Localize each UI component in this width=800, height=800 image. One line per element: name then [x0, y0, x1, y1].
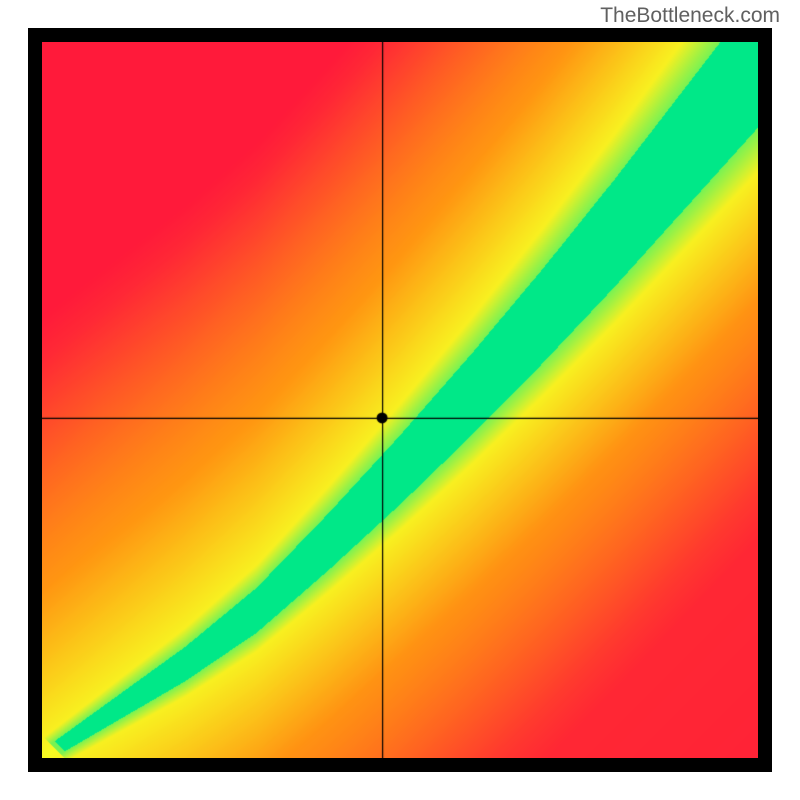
plot-frame	[28, 28, 772, 772]
watermark-text: TheBottleneck.com	[600, 4, 780, 28]
chart-container: TheBottleneck.com	[0, 0, 800, 800]
